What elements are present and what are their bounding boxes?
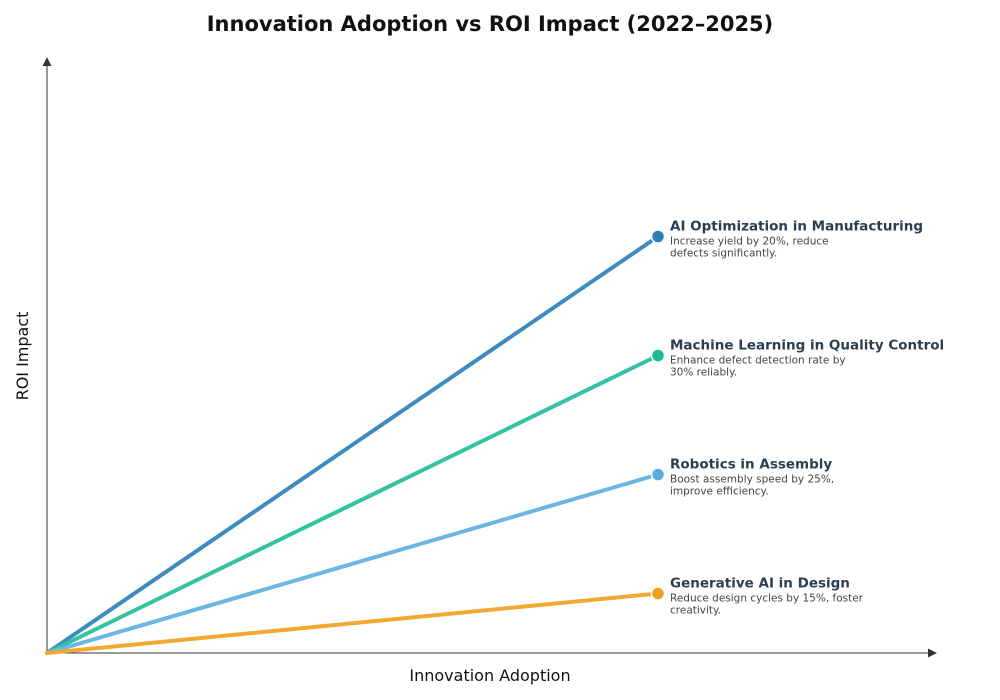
series-description-3-1: creativity.: [670, 605, 721, 617]
x-axis-label: Innovation Adoption: [409, 666, 570, 685]
y-axis-label: ROI Impact: [13, 312, 32, 401]
series-line-1: [45, 353, 660, 655]
series-name-0: AI Optimization in Manufacturing: [670, 219, 923, 235]
series-marker-1: [650, 348, 666, 363]
series-description-2-0: Boost assembly speed by 25%,: [670, 474, 834, 486]
series-marker-3: [650, 586, 666, 601]
series-description-1-1: 30% reliably.: [670, 367, 737, 379]
series-line-0: [45, 234, 660, 655]
series-layer: AI Optimization in ManufacturingIncrease…: [45, 219, 944, 655]
series-1: Machine Learning in Quality ControlEnhan…: [45, 338, 944, 655]
series-description-0-1: defects significantly.: [670, 248, 777, 260]
series-0: AI Optimization in ManufacturingIncrease…: [45, 219, 923, 655]
series-marker-2: [650, 467, 666, 482]
series-marker-0: [650, 229, 666, 244]
series-line-3: [45, 591, 660, 655]
series-description-0-0: Increase yield by 20%, reduce: [670, 236, 829, 248]
series-name-2: Robotics in Assembly: [670, 457, 832, 473]
series-name-1: Machine Learning in Quality Control: [670, 338, 944, 354]
chart-title: Innovation Adoption vs ROI Impact (2022–…: [207, 12, 774, 36]
series-line-2: [45, 472, 660, 655]
series-name-3: Generative AI in Design: [670, 576, 850, 592]
series-description-3-0: Reduce design cycles by 15%, foster: [670, 593, 864, 605]
series-description-1-0: Enhance defect detection rate by: [670, 355, 846, 367]
series-description-2-1: improve efficiency.: [670, 486, 769, 498]
